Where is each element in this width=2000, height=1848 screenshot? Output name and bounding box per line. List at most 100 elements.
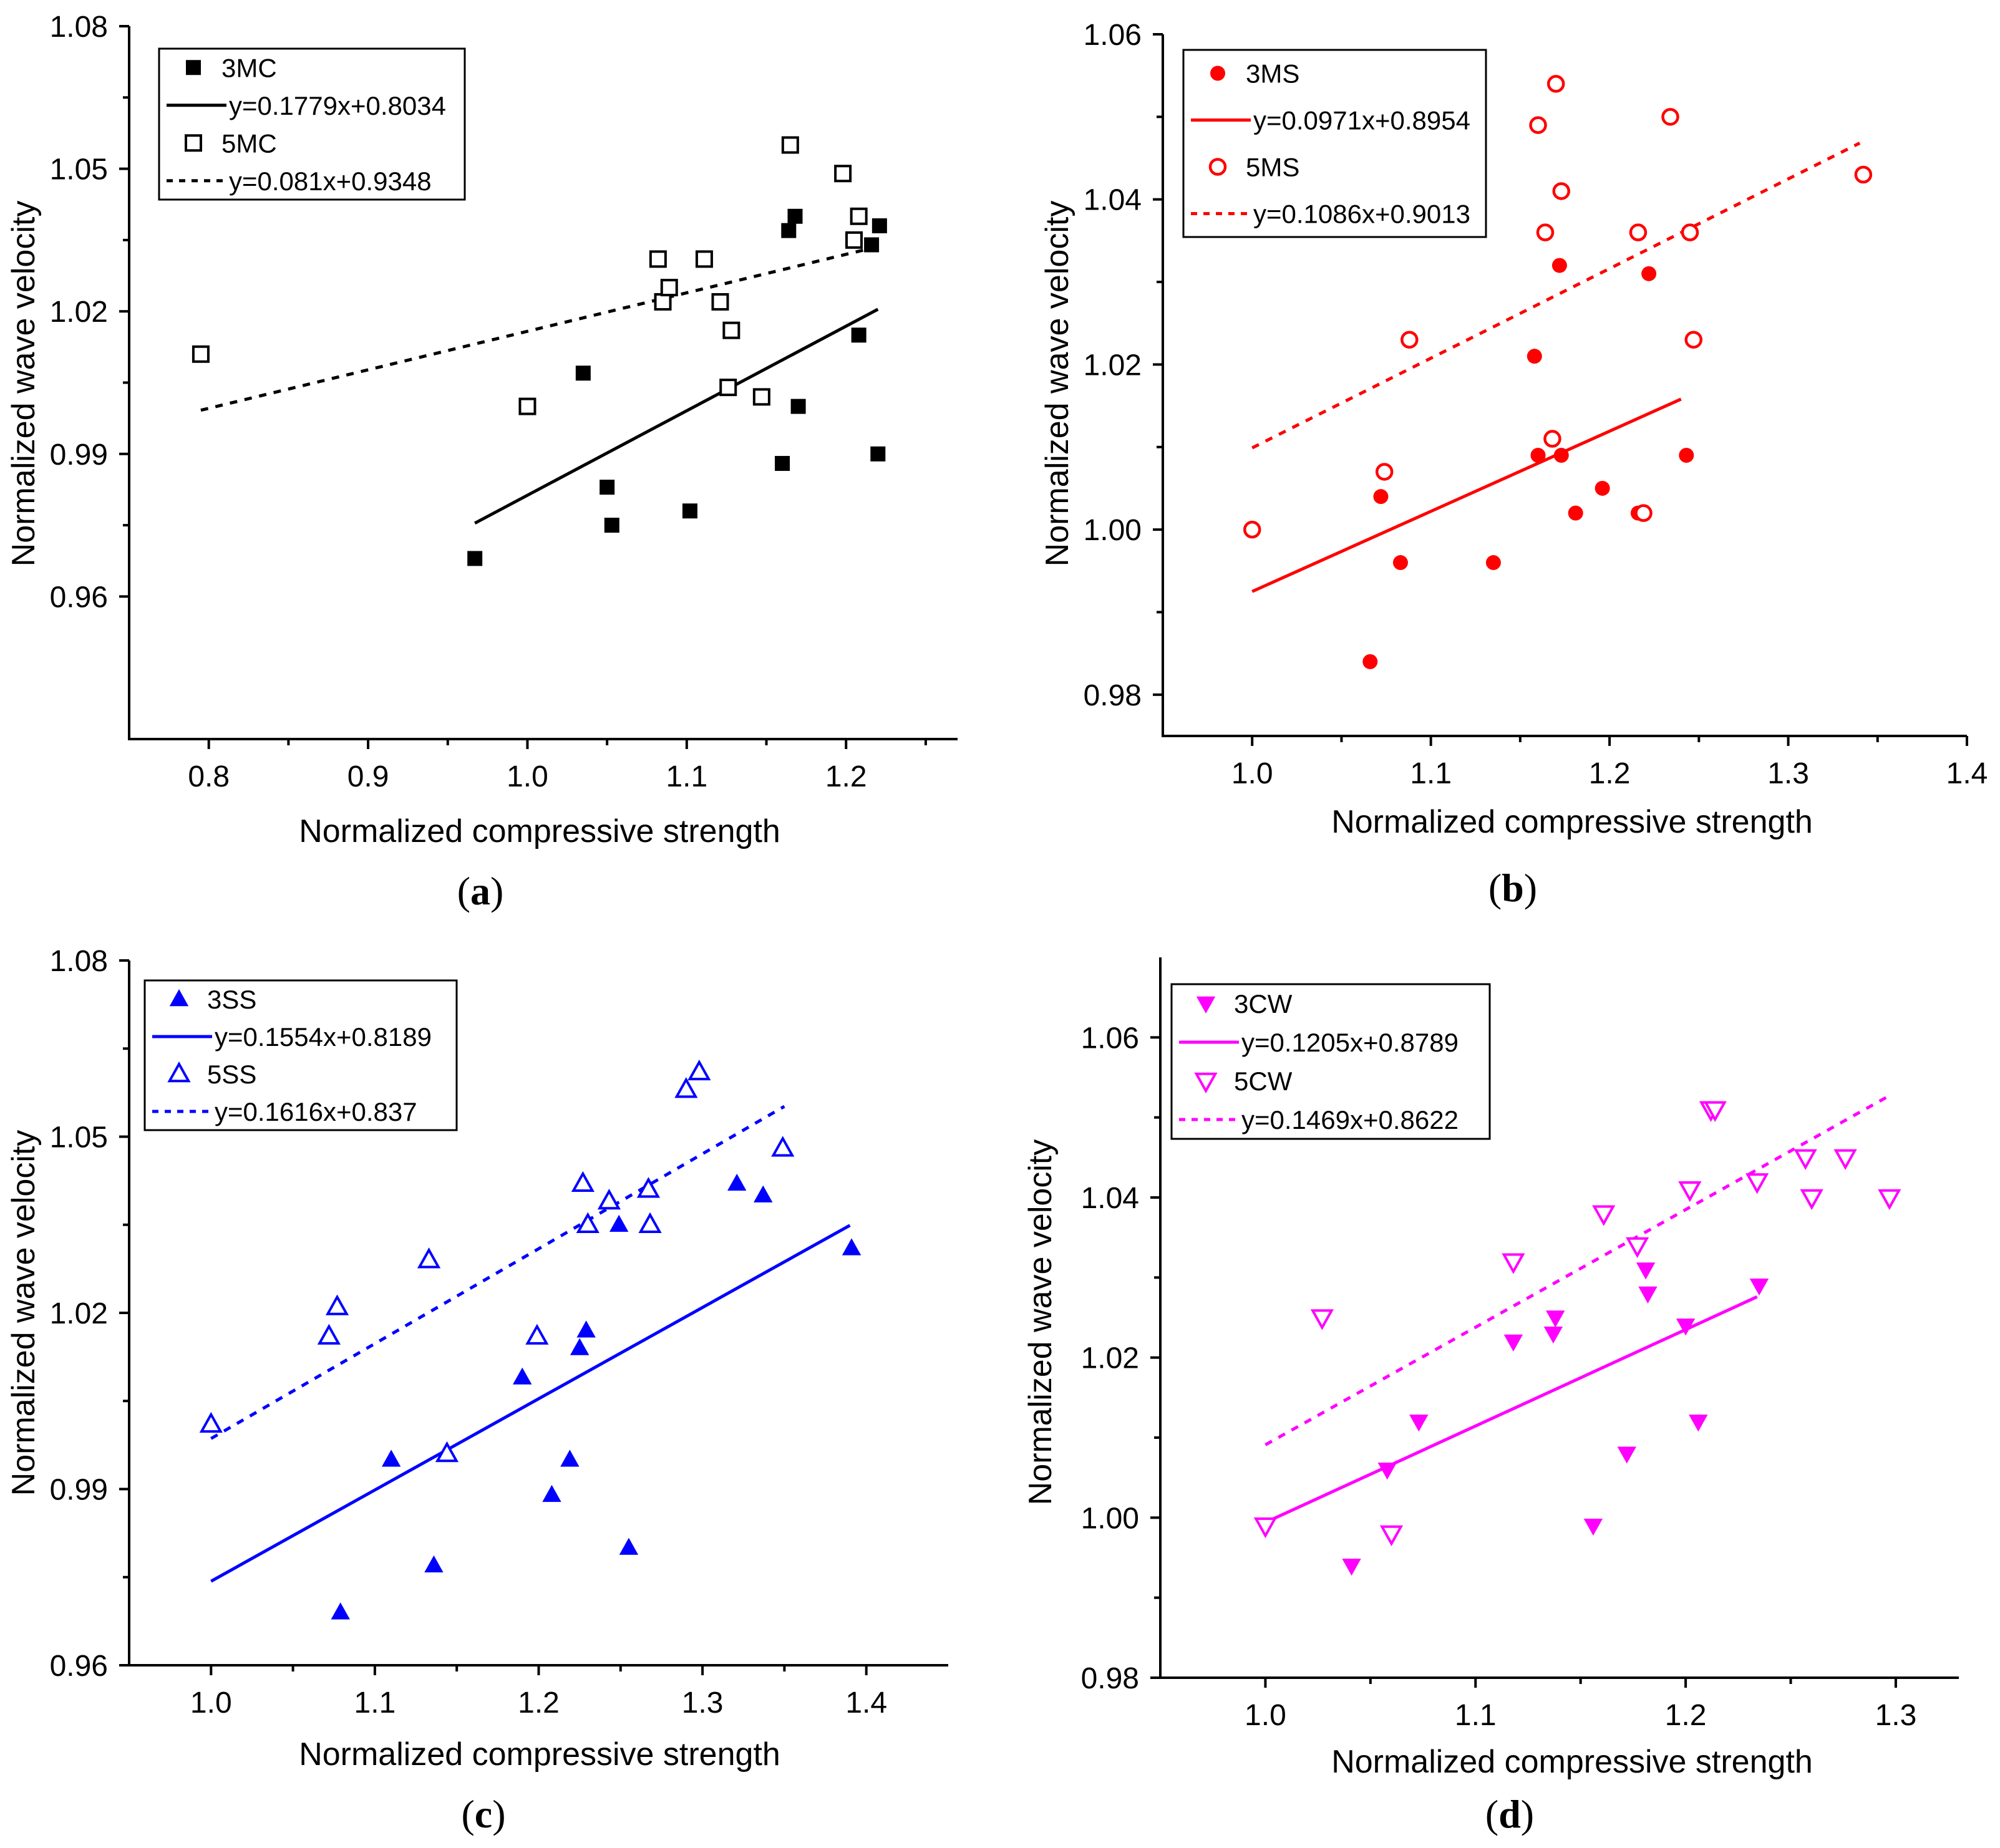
- panel-label-letter: d: [1498, 1792, 1521, 1836]
- chart-d-fit-line-3CW: [1265, 1295, 1758, 1524]
- chart-b-legend-label-3MS: 3MS: [1246, 59, 1299, 89]
- chart-b-legend-fit-label-5MS: y=0.1086x+0.9013: [1253, 200, 1470, 229]
- chart-b-point-5MS: [1375, 463, 1394, 481]
- chart-a-xtick-label: 1.0: [507, 760, 548, 793]
- chart-c-ytick-label: 0.96: [50, 1650, 108, 1683]
- chart-a: 0.8 0.9 1.0 1.1 1.2 0.96 0.99 1.02 1.05 1.08 Norma…: [6, 11, 958, 913]
- chart-a-legend-marker-5MC: [185, 134, 202, 152]
- chart-b-point-5MS: [1634, 504, 1653, 522]
- chart-a-series-3MC: [467, 208, 887, 566]
- chart-b-point-5MS: [1552, 182, 1571, 200]
- chart-c-point-5SS: [317, 1323, 341, 1345]
- chart-b-point-3MS: [1595, 480, 1610, 496]
- chart-b-point-5MS: [1684, 331, 1702, 349]
- chart-c-point-5SS: [674, 1077, 698, 1098]
- chart-d-point-3CW: [1546, 1310, 1565, 1328]
- chart-d-point-5CW: [1833, 1149, 1857, 1170]
- chart-d-legend: 3CW y=0.1205x+0.8789 5CW y=0.1469x+0.8622: [1170, 983, 1491, 1140]
- chart-d-fit-line-5CW: [1265, 1094, 1891, 1446]
- chart-d-legend-label-3CW: 3CW: [1234, 989, 1293, 1018]
- chart-c-point-3SS: [331, 1602, 350, 1620]
- chart-a-point-3MC: [682, 503, 697, 519]
- chart-d-point-3CW: [1503, 1334, 1523, 1352]
- chart-a-xtick-label: 1.1: [666, 760, 707, 793]
- chart-d-xtick-label: 1.3: [1875, 1699, 1917, 1732]
- panel-label-letter: a: [470, 869, 490, 913]
- chart-a-legend-fit-label-5MC: y=0.081x+0.9348: [229, 167, 432, 196]
- chart-c-legend-marker-5SS: [167, 1061, 191, 1083]
- chart-c-y-axis-title: Normalized wave velocity: [6, 1130, 42, 1496]
- chart-a-legend-fit-label-3MC: y=0.1779x+0.8034: [229, 91, 446, 120]
- chart-b-point-3MS: [1392, 555, 1408, 571]
- chart-b-y-axis-title: Normalized wave velocity: [1039, 201, 1075, 567]
- chart-a-xtick-label: 1.2: [825, 760, 867, 793]
- chart-a-xtick-label: 0.9: [347, 760, 389, 793]
- chart-a-point-3MC: [604, 518, 619, 533]
- chart-a-panel-label: (a): [457, 869, 504, 913]
- chart-b-point-5MS: [1400, 331, 1419, 349]
- chart-a-legend-label-3MC: 3MC: [221, 53, 277, 82]
- chart-d-x-axis-title: Normalized compressive strength: [1331, 1744, 1813, 1780]
- chart-a-point-5MC: [192, 345, 210, 363]
- chart-c-series-3SS: [331, 1173, 862, 1620]
- chart-b-point-3MS: [1485, 555, 1501, 571]
- chart-b-point-5MS: [1543, 430, 1561, 448]
- chart-d-point-3CW: [1342, 1559, 1361, 1576]
- chart-b-legend: 3MS y=0.0971x+0.8954 5MS y=0.1086x+0.9013: [1182, 49, 1487, 238]
- chart-b-xtick-label: 1.1: [1410, 757, 1452, 790]
- chart-d-xtick-label: 1.0: [1245, 1699, 1286, 1732]
- chart-b-xtick-label: 1.4: [1946, 757, 1988, 790]
- chart-d-point-5CW: [1379, 1525, 1404, 1547]
- chart-a-point-5MC: [722, 321, 740, 339]
- chart-c-legend-fit-label-5SS: y=0.1616x+0.837: [215, 1097, 417, 1126]
- chart-c-legend-box: [143, 979, 458, 1131]
- chart-a-point-5MC: [850, 207, 868, 225]
- chart-d-xtick-label: 1.2: [1665, 1699, 1707, 1732]
- chart-a-series-5MC: [192, 136, 868, 415]
- chart-b-ytick-label: 1.04: [1084, 184, 1142, 217]
- chart-b-legend-marker-3MS: [1210, 65, 1225, 81]
- chart-a-point-5MC: [781, 136, 799, 154]
- chart-d-legend-fit-label-5CW: y=0.1469x+0.8622: [1241, 1105, 1459, 1134]
- chart-c-point-3SS: [381, 1449, 401, 1467]
- chart-b-point-5MS: [1243, 520, 1261, 539]
- chart-b-legend-label-5MS: 5MS: [1246, 153, 1299, 182]
- chart-c-point-5SS: [771, 1136, 795, 1157]
- chart-c-point-5SS: [636, 1177, 661, 1198]
- chart-a-point-3MC: [600, 480, 615, 495]
- chart-d-legend-label-5CW: 5CW: [1234, 1067, 1293, 1096]
- chart-d-ytick-label: 1.06: [1081, 1022, 1139, 1055]
- chart-d-legend-fit-label-3CW: y=0.1205x+0.8789: [1241, 1028, 1459, 1057]
- chart-c-legend-label-5SS: 5SS: [207, 1060, 256, 1089]
- chart-a-point-5MC: [711, 293, 729, 311]
- chart-c-series-5SS: [199, 1059, 795, 1463]
- chart-d-point-3CW: [1676, 1318, 1696, 1336]
- chart-c-point-5SS: [687, 1059, 711, 1081]
- chart-b-point-3MS: [1679, 448, 1694, 463]
- chart-a-point-5MC: [649, 250, 667, 268]
- chart-b-panel-label: (b): [1488, 866, 1537, 910]
- chart-d-point-5CW: [1800, 1189, 1823, 1211]
- chart-a-point-3MC: [851, 327, 867, 343]
- chart-b-point-5MS: [1529, 116, 1547, 134]
- chart-a-y-axis-title: Normalized wave velocity: [6, 201, 42, 567]
- chart-c-xtick-label: 1.1: [354, 1686, 396, 1720]
- chart-a-fit-line-3MC: [474, 307, 879, 525]
- chart-d-point-5CW: [1502, 1253, 1525, 1274]
- chart-d-point-3CW: [1543, 1326, 1563, 1344]
- chart-c-xtick-label: 1.3: [682, 1686, 724, 1720]
- chart-d: 1.0 1.1 1.2 1.3 0.98 1.00 1.02 1.04 1.06 Normaliz…: [1022, 957, 1959, 1836]
- panel-label-letter: b: [1502, 866, 1524, 910]
- chart-d-xtick-label: 1.1: [1455, 1699, 1497, 1732]
- chart-d-ytick-label: 1.02: [1081, 1342, 1139, 1375]
- chart-c-point-5SS: [325, 1294, 349, 1315]
- chart-c-legend-label-3SS: 3SS: [207, 985, 256, 1014]
- chart-a-point-3MC: [870, 446, 886, 462]
- chart-a-legend-label-5MC: 5MC: [221, 128, 277, 158]
- panel-label-letter: c: [475, 1792, 492, 1836]
- chart-b-point-3MS: [1362, 654, 1378, 669]
- chart-b-point-3MS: [1551, 258, 1567, 273]
- chart-a-point-3MC: [790, 399, 806, 414]
- chart-a-point-5MC: [695, 250, 713, 268]
